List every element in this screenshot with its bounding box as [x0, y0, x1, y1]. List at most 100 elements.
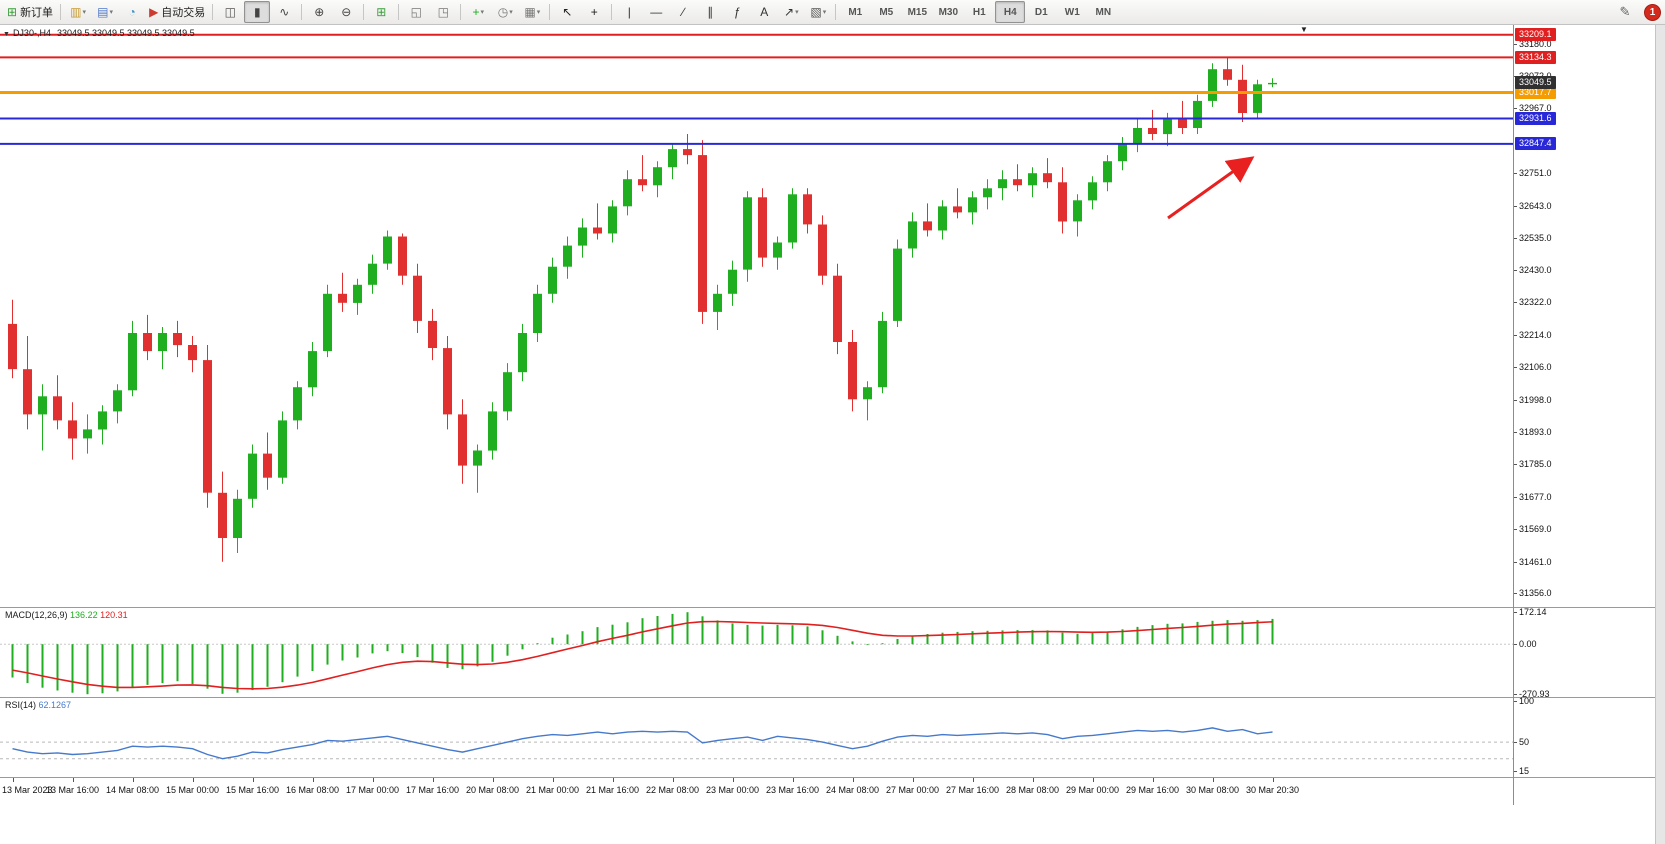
price-badge: 32847.4	[1515, 137, 1556, 151]
price-axis-label: 32751.0	[1519, 167, 1552, 178]
template-icon: ▦	[524, 5, 536, 19]
rsi-chart-canvas	[0, 727, 1513, 760]
time-axis[interactable]: 13 Mar 2023 13 Mar 16:00 14 Mar 08:00 15 Ma…	[0, 778, 1657, 805]
panel-separator[interactable]	[0, 777, 1657, 778]
tile-windows-icon[interactable]: ⊞	[368, 1, 394, 23]
price-axis-tick	[1514, 205, 1517, 207]
bar-chart-icon[interactable]: ◫	[217, 1, 243, 23]
macd-axis[interactable]: 172.14 0.00 -270.93	[1514, 607, 1657, 699]
notification-badge[interactable]: 1	[1644, 3, 1661, 21]
shapes-icon: ▧	[810, 5, 822, 19]
crosshair-icon: +	[590, 5, 598, 19]
profiles-icon[interactable]: ▤ ▾	[92, 1, 118, 23]
price-axis[interactable]: 33180.0 33072.0 32967.0 32751.0 32643.0 32535…	[1514, 24, 1657, 607]
timeframe-m30[interactable]: M30	[938, 6, 959, 18]
timeframe-w1[interactable]: W1	[1064, 6, 1080, 18]
time-axis-label: 13 Mar 2023	[2, 785, 53, 795]
timeframe-mn[interactable]: MN	[1095, 6, 1112, 18]
arrow-label-icon: ↗	[784, 5, 795, 19]
new-chart-icon[interactable]: ▥ ▾	[65, 1, 91, 23]
price-axis-tick	[1514, 399, 1517, 401]
fibonacci-icon[interactable]: ƒ	[724, 1, 750, 23]
chart-shift-marker[interactable]: ▼	[1300, 25, 1308, 34]
price-badge: 33017.7	[1515, 86, 1556, 99]
price-badge: 33049.5	[1515, 76, 1556, 90]
time-axis-label: 23 Mar 00:00	[705, 785, 760, 795]
arrange-windows-icon[interactable]: ◱	[403, 1, 429, 23]
horizontal-line-icon[interactable]: —	[643, 1, 669, 23]
shapes-icon[interactable]: ▧ ▾	[805, 1, 831, 23]
text-icon[interactable]: A	[751, 1, 777, 23]
rsi-title: RSI(14)	[5, 700, 37, 710]
rsi-axis[interactable]: 100 50 15	[1514, 695, 1657, 777]
macd-chart-canvas	[0, 612, 1513, 695]
toolbar-separator	[398, 4, 400, 20]
add-indicator-button[interactable]: + ▾	[465, 1, 491, 23]
template-icon[interactable]: ▦ ▾	[519, 1, 545, 23]
scrollbar[interactable]	[1655, 24, 1665, 844]
timeframe-m15[interactable]: M15	[907, 6, 928, 18]
time-axis-label: 29 Mar 00:00	[1065, 785, 1120, 795]
panel-separator[interactable]	[0, 697, 1657, 698]
toolbar-separator	[835, 4, 837, 20]
new-window-icon: ◳	[437, 5, 449, 19]
new-window-icon[interactable]: ◳	[430, 1, 456, 23]
time-axis-label: 27 Mar 16:00	[945, 785, 1000, 795]
cursor-icon[interactable]: ↖	[554, 1, 580, 23]
price-axis-tick	[1514, 43, 1517, 45]
time-axis-label: 15 Mar 00:00	[165, 785, 220, 795]
main-chart: ▼ DJ30-,H4 33049.5 33049.5 33049.5 33049.5…	[0, 24, 1513, 607]
edit-pencil-icon[interactable]: ✎	[1619, 4, 1631, 19]
time-axis-tick	[612, 778, 614, 782]
time-axis-tick	[852, 778, 854, 782]
period-icon[interactable]: ◷ ▾	[492, 1, 518, 23]
toolbar-separator	[212, 4, 214, 20]
timeframe-h4[interactable]: H4	[995, 1, 1026, 23]
zoom-in-icon[interactable]: ⊕	[306, 1, 332, 23]
chevron-down-icon: ▾	[822, 9, 827, 16]
zoom-in-icon: ⊕	[314, 5, 325, 19]
price-axis-label: 31785.0	[1519, 459, 1552, 470]
price-axis-tick	[1514, 367, 1517, 369]
time-axis-tick	[1212, 778, 1214, 782]
trendline-icon[interactable]: ∕	[670, 1, 696, 23]
ohlc-values: 33049.5 33049.5 33049.5 33049.5	[56, 28, 195, 38]
trendline-icon: ∕	[682, 5, 685, 19]
price-axis-label: 31569.0	[1519, 524, 1552, 535]
toolbar: ⊞ 新订单 ▥ ▾ ▤ ▾ ◔ ▶ 自动交易 ◫ ▮ ∿ ⊕ ⊖ ⊞ ◱ ◳ + ▾ ◷ ▾ ▦ ▾ ↖ + | — ∕ ∥ ƒ A ↗ ▾ ▧ ▾…	[0, 0, 1665, 25]
price-axis-label: 31893.0	[1519, 426, 1552, 437]
price-axis-tick	[1514, 464, 1517, 466]
timeframe-d1[interactable]: D1	[1034, 6, 1048, 18]
vertical-line-icon[interactable]: |	[616, 1, 642, 23]
autotrading-button-icon: ▶	[149, 5, 159, 19]
rsi-axis-label: 100	[1519, 695, 1535, 706]
zoom-out-icon[interactable]: ⊖	[333, 1, 359, 23]
new-order-button[interactable]: ⊞ 新订单	[4, 1, 56, 23]
timeframe-m5[interactable]: M5	[879, 6, 894, 18]
macd-axis-tick	[1514, 644, 1517, 646]
toolbar-separator	[611, 4, 613, 20]
chevron-down-icon: ▾	[82, 9, 86, 16]
annotation-arrow[interactable]	[1167, 156, 1255, 220]
time-axis-label: 29 Mar 16:00	[1125, 785, 1180, 795]
candlestick-chart-icon[interactable]: ▮	[244, 1, 271, 23]
timeframe-h1[interactable]: H1	[972, 6, 986, 18]
toolbar-separator	[301, 4, 303, 20]
line-chart-icon[interactable]: ∿	[271, 1, 297, 23]
timeframe-m1[interactable]: M1	[848, 6, 863, 18]
crosshair-icon[interactable]: +	[581, 1, 607, 23]
rsi-axis-tick	[1514, 771, 1517, 773]
price-axis-tick	[1514, 302, 1517, 304]
panel-separator[interactable]	[0, 607, 1657, 608]
channel-icon[interactable]: ∥	[697, 1, 723, 23]
time-axis-tick	[432, 778, 434, 782]
candlestick-chart-icon: ▮	[253, 5, 261, 19]
price-badge: 33134.3	[1515, 50, 1556, 64]
data-window-icon[interactable]: ◔	[119, 1, 145, 23]
symbol-title: DJ30-,H4	[12, 28, 51, 38]
rsi-axis-label: 15	[1519, 766, 1530, 777]
time-axis-label: 16 Mar 08:00	[285, 785, 340, 795]
arrow-label-icon[interactable]: ↗ ▾	[778, 1, 804, 23]
autotrading-button[interactable]: ▶ 自动交易	[146, 1, 208, 23]
chart-menu-icon[interactable]: ▼	[3, 31, 10, 38]
